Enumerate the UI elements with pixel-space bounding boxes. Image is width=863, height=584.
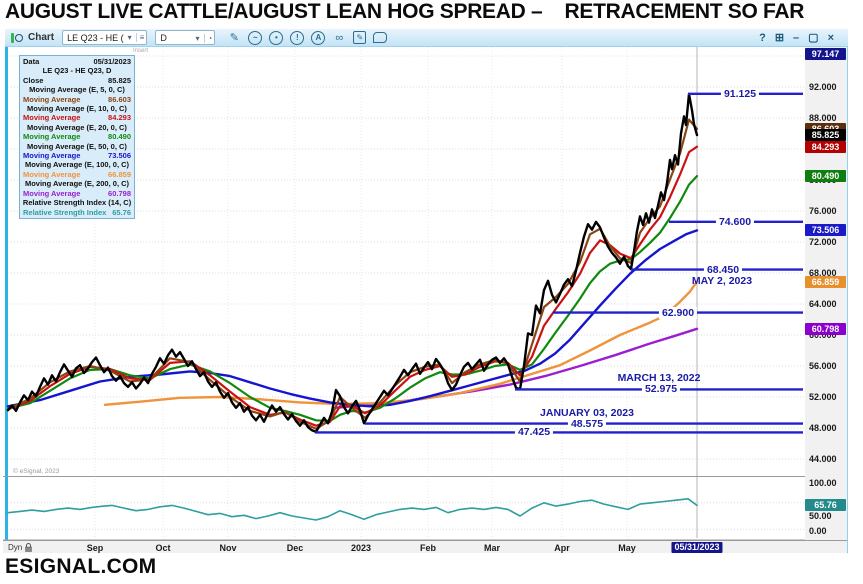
chevron-down-icon[interactable]: ▾ xyxy=(195,33,200,43)
data-panel-value-row: Moving Average 66.859 xyxy=(23,169,131,179)
annotation-label: 52.975 xyxy=(641,383,681,396)
restore-button[interactable]: ▢ xyxy=(808,31,819,44)
data-panel: Data 05/31/2023 LE Q23 - HE Q23, D Close 85.… xyxy=(19,55,135,219)
month-label: Nov xyxy=(219,543,237,553)
time-axis[interactable]: Dyn Sep Oct Nov Dec 2023 Feb Mar Apr May 05/31/20… xyxy=(3,540,847,553)
layout-button[interactable]: ⊞ xyxy=(774,31,785,44)
site-footer: ESIGNAL.COM xyxy=(5,555,157,578)
price-axis-label: 72.000 xyxy=(809,237,837,247)
month-label: 2023 xyxy=(350,543,372,553)
data-panel-value-row: Moving Average 80.490 xyxy=(23,132,131,142)
data-panel-header-row: Moving Average (E, 20, 0, C) xyxy=(27,122,127,132)
insert-mode-note: Insert xyxy=(133,48,149,54)
month-label: Mar xyxy=(483,543,501,553)
current-date-badge: 05/31/2023 xyxy=(671,542,723,553)
data-panel-value-row: Moving Average 73.506 xyxy=(23,151,131,161)
data-panel-header-row: Moving Average (E, 5, 0, C) xyxy=(29,85,125,95)
data-panel-header-row: Moving Average (E, 200, 0, C) xyxy=(24,179,130,189)
minimize-button[interactable]: – xyxy=(793,31,800,44)
interval-value: D xyxy=(160,32,167,43)
data-panel-value-row: Data 05/31/2023 xyxy=(23,57,131,66)
annotation-label: 47.425 xyxy=(514,426,554,439)
annotation-date-label: MAY 2, 2023 xyxy=(691,274,753,287)
dyn-label-text: Dyn xyxy=(8,543,23,552)
price-axis-label: 68.000 xyxy=(809,268,837,278)
annotation-date-label: MARCH 13, 2022 xyxy=(617,372,701,385)
rsi-axis-label: 50.00 xyxy=(809,511,832,521)
price-badge: 60.798 xyxy=(805,322,846,335)
price-axis-label: 60.000 xyxy=(809,330,837,340)
link-icon[interactable]: ∞ xyxy=(335,31,344,44)
data-panel-header-row: Moving Average (E, 50, 0, C) xyxy=(27,141,127,151)
annotation-label: 91.125 xyxy=(720,87,760,100)
axis-mode[interactable]: Dyn xyxy=(8,543,32,552)
pencil-icon[interactable]: ✎ xyxy=(229,32,239,44)
toolbar-icons: ✎ ~ •! A ∞ ✎ xyxy=(227,30,388,45)
price-axis[interactable]: 96.00092.00088.00084.00080.00076.00072.0… xyxy=(805,47,847,540)
wave-circle-icon[interactable]: ~ xyxy=(248,30,263,45)
annotation-label: 74.600 xyxy=(715,215,755,228)
price-axis-label: 48.000 xyxy=(809,423,837,433)
price-axis-label: 88.000 xyxy=(809,113,837,123)
price-badge: 80.490 xyxy=(805,170,846,183)
close-button[interactable]: × xyxy=(827,31,834,44)
note-icon[interactable]: ✎ xyxy=(353,31,367,44)
price-badge: 66.859 xyxy=(805,275,846,288)
price-axis-label: 52.000 xyxy=(809,392,837,402)
data-panel-header-row: LE Q23 - HE Q23, D xyxy=(42,66,112,76)
rsi-axis-label: 0.00 xyxy=(809,526,827,536)
month-label: Feb xyxy=(419,543,437,553)
symbol-combo[interactable]: LE Q23 - HE ( ▾ ≡ xyxy=(62,30,148,45)
annotation-label: 62.900 xyxy=(658,306,698,319)
window-buttons: ? ⊞ – ▢ × xyxy=(759,29,834,47)
data-panel-value-row: Moving Average 84.293 xyxy=(23,113,131,123)
page-title: AUGUST LIVE CATTLE/AUGUST LEAN HOG SPREA… xyxy=(5,0,805,23)
rsi-badge: 65.76 xyxy=(805,499,846,511)
data-panel-header-row: Moving Average (E, 10, 0, C) xyxy=(27,104,127,114)
help-button[interactable]: ? xyxy=(759,31,766,44)
chart-window-label: Chart xyxy=(28,32,55,43)
data-panel-value-row: Moving Average 60.798 xyxy=(23,188,131,198)
month-label: Dec xyxy=(286,543,304,553)
data-panel-header-row: Relative Strength Index (14, C) xyxy=(22,198,132,208)
month-label: Sep xyxy=(86,543,104,553)
data-panel-value-row: Close 85.825 xyxy=(23,75,131,85)
month-label: Apr xyxy=(554,543,570,553)
a-circle-icon[interactable]: A xyxy=(311,30,326,45)
price-badge: 97.147 xyxy=(805,47,846,60)
chat-icon[interactable] xyxy=(373,32,388,43)
price-axis-label: 76.000 xyxy=(809,206,837,216)
price-badge: 73.506 xyxy=(805,224,846,237)
alert-circle-icon[interactable]: ! xyxy=(290,30,305,45)
price-axis-label: 44.000 xyxy=(809,454,837,464)
connection-status-icon xyxy=(11,32,23,44)
month-label: May xyxy=(618,543,636,553)
data-panel-value-row: Moving Average 86.603 xyxy=(23,94,131,104)
month-label: Oct xyxy=(155,543,171,553)
annotation-date-label: JANUARY 03, 2023 xyxy=(540,406,634,419)
data-panel-value-row: Relative Strength Index 65.76 xyxy=(23,207,131,217)
annotation-label: 48.575 xyxy=(567,417,607,430)
chevron-down-icon[interactable]: ▾ xyxy=(127,33,132,42)
symbol-list-icon[interactable]: ≡ xyxy=(135,33,144,42)
chart-titlebar: Chart LE Q23 - HE ( ▾ ≡ D ▾ ◔ ✎ ~ •! A ∞ ✎ ? ⊞ –… xyxy=(5,29,848,47)
interval-clock-icon[interactable]: ◔ xyxy=(203,33,213,43)
interval-combo[interactable]: D ▾ ◔ xyxy=(155,30,216,45)
price-badge: 85.825 xyxy=(805,128,846,141)
copyright-note: © eSignal, 2023 xyxy=(13,468,60,475)
symbol-value: LE Q23 - HE ( xyxy=(67,32,124,43)
rsi-axis-label: 100.00 xyxy=(809,478,837,488)
dot-circle-icon[interactable]: • xyxy=(269,30,284,45)
data-panel-header-row: Moving Average (E, 100, 0, C) xyxy=(24,160,130,170)
price-axis-label: 92.000 xyxy=(809,82,837,92)
lock-icon xyxy=(25,543,32,552)
price-axis-label: 56.000 xyxy=(809,361,837,371)
price-axis-label: 64.000 xyxy=(809,299,837,309)
price-badge: 84.293 xyxy=(805,140,846,153)
